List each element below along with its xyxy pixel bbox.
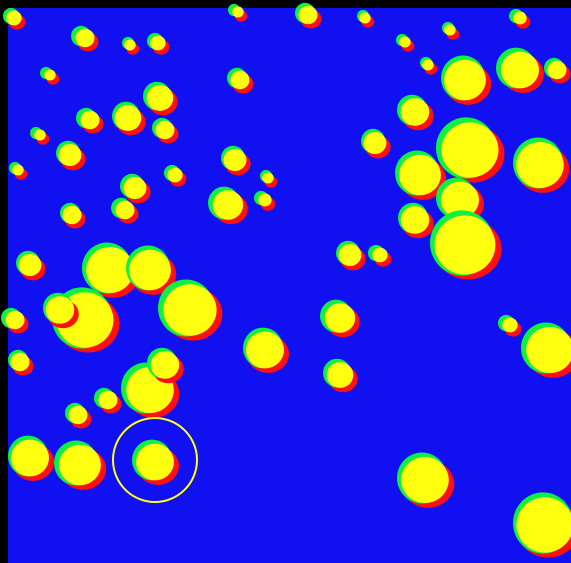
blob-core [232,6,243,17]
blob-core [246,332,284,369]
blob-core [44,69,55,80]
blob-core [11,353,30,371]
blob-core [46,296,75,324]
blob-core [34,129,45,140]
blob-core [401,98,430,126]
blob-core [372,248,387,263]
blob-core [63,206,82,224]
blob-core [501,52,539,89]
blob-core [99,391,118,409]
blob-core [231,71,250,89]
blob-core [399,36,410,47]
blob-core [422,59,433,70]
blob-core [327,362,354,388]
blob-core [156,121,175,139]
blob-core [513,12,526,25]
blob-core [399,155,441,195]
blob-core [136,444,174,481]
blob-core [339,244,362,266]
blob-core [262,172,273,183]
blob-core [364,132,387,154]
blob-core [435,216,496,275]
blob-core [150,36,165,51]
blob-core [213,190,243,219]
blob-core [548,61,567,79]
blob-core [115,105,142,131]
blob-core [69,406,88,424]
blob-core [11,440,49,477]
blob-core [6,311,25,329]
blob-core [163,284,216,336]
blob-core [401,457,449,503]
blob-core [516,142,564,188]
blob-core [224,149,247,171]
blob-core [81,111,100,129]
blob-core [12,164,23,175]
blob-core [129,250,171,290]
blob-core [151,351,180,379]
blob-core [401,206,430,234]
blob-core [444,60,486,100]
blob-core [6,11,21,26]
blob-core [76,29,95,47]
blob-core [59,144,82,166]
blob-core [258,194,271,207]
blob-core [116,201,135,219]
blob-core [124,39,135,50]
blob-core [325,303,355,332]
blob-core [359,12,370,23]
blob-core [444,24,455,35]
blob-core [299,6,318,24]
blob-core [167,168,182,183]
blob-core [59,445,101,485]
segmentation-map [0,0,571,563]
blob-core [442,122,499,177]
blob-core [19,254,42,276]
blob-core [124,177,147,199]
blob-core [147,85,174,111]
blob-core [502,318,517,333]
blob-core [517,497,571,552]
